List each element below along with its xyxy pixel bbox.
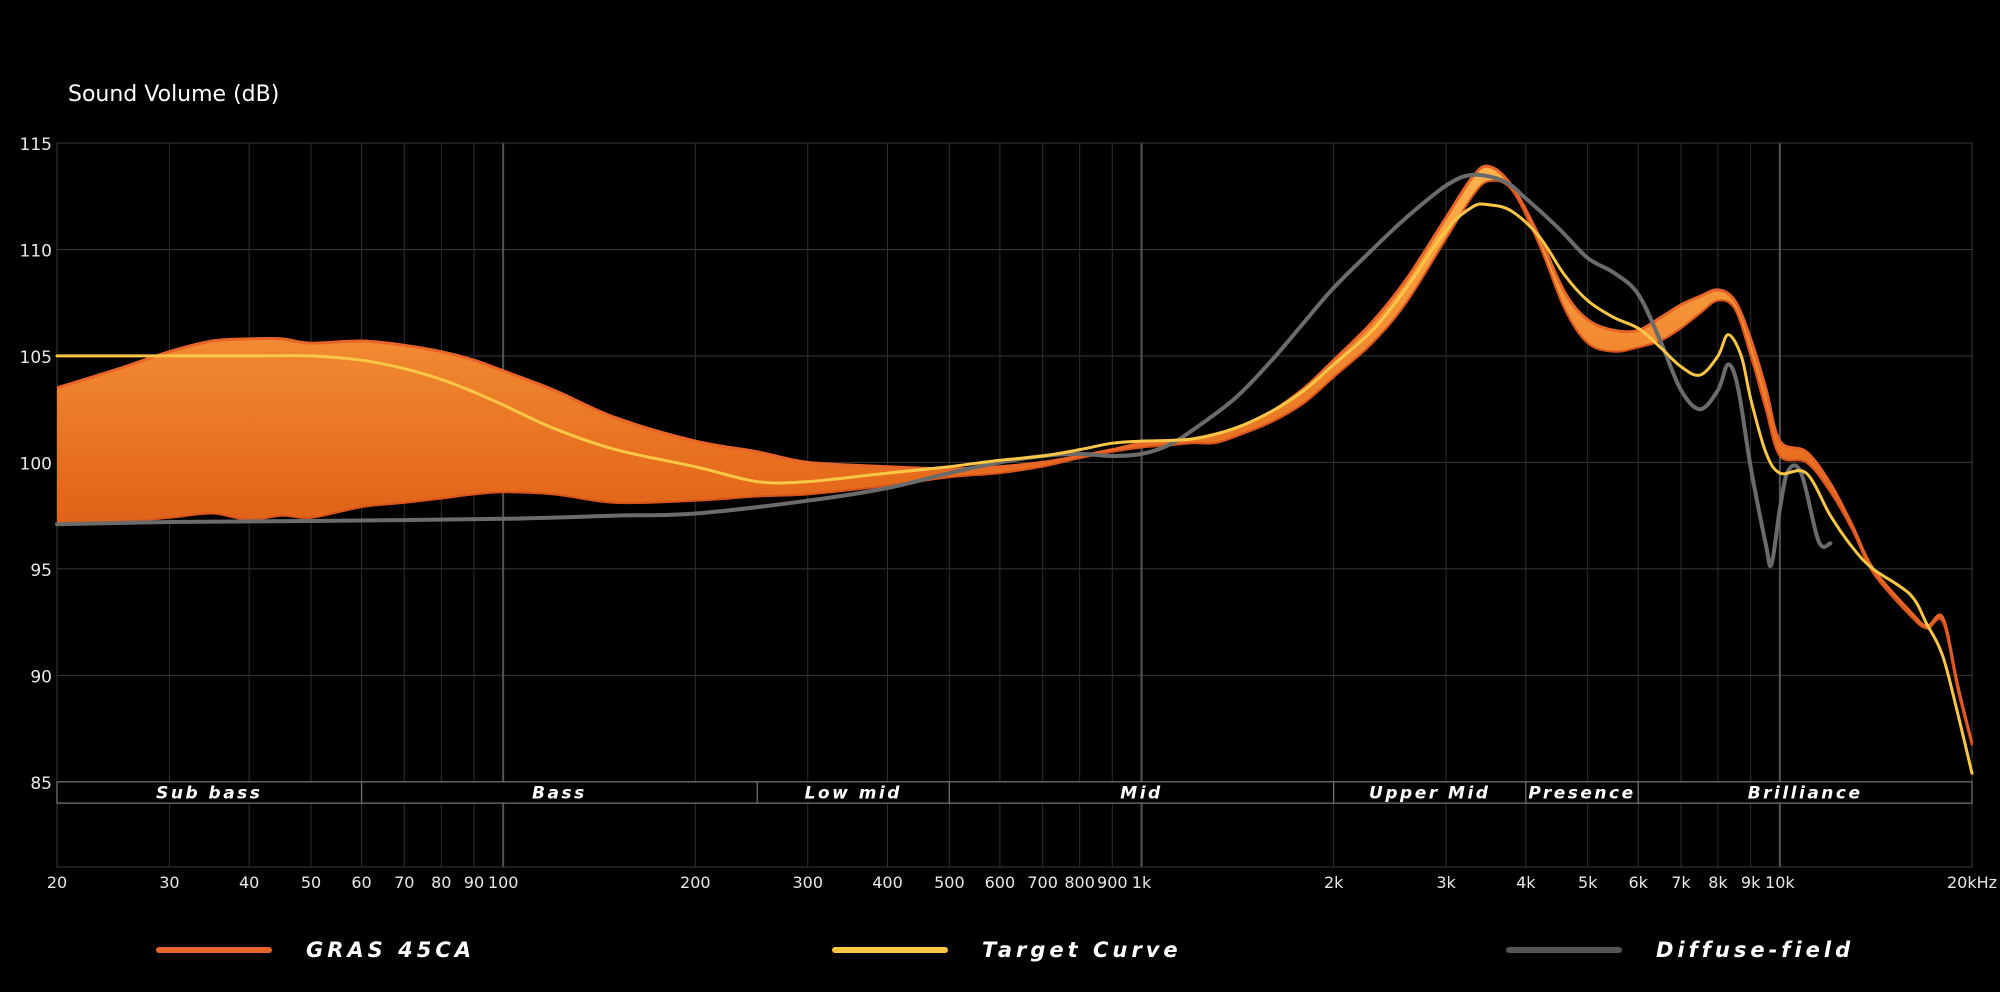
y-tick-labels: 85 90 95 100 105 110 115 <box>20 135 52 794</box>
x-tick-label: 900 <box>1097 873 1128 892</box>
band-label: Upper Mid <box>1369 783 1490 803</box>
y-tick-label: 100 <box>20 454 52 474</box>
series-gras-45ca-band <box>57 166 1972 746</box>
band-label: Brilliance <box>1748 783 1863 803</box>
x-tick-label: 90 <box>464 873 484 892</box>
legend-label-diffuse-field: Diffuse-field <box>1656 938 1855 962</box>
x-tick-label: 1k <box>1132 873 1152 892</box>
legend-swatch-diffuse-field <box>1506 947 1622 953</box>
x-tick-label: 40 <box>239 873 259 892</box>
x-tick-label: 80 <box>431 873 451 892</box>
legend-label-gras-45ca: GRAS 45CA <box>306 938 475 962</box>
x-tick-label: 9k <box>1741 873 1761 892</box>
band-label: Bass <box>532 783 587 803</box>
legend-swatch-target-curve <box>832 947 948 953</box>
x-tick-label: 200 <box>680 873 711 892</box>
legend-item-diffuse-field: Diffuse-field <box>1506 930 1854 970</box>
series-gras-45ca-lower-edge <box>56 179 1973 746</box>
x-tick-labels: 20 30 40 50 60 70 80 90 100 200 300 400 500 600 700 800… <box>47 873 1997 892</box>
x-tick-label: 300 <box>792 873 823 892</box>
x-tick-label: 10k <box>1765 873 1795 892</box>
x-tick-label: 3k <box>1436 873 1456 892</box>
grid-lines <box>56 142 1973 868</box>
legend-item-gras-45ca: GRAS 45CA <box>156 930 475 970</box>
x-tick-label: 400 <box>872 873 903 892</box>
legend-swatch-gras-45ca <box>156 947 272 953</box>
series-gras-45ca-upper-edge <box>56 164 1974 744</box>
x-tick-label: 5k <box>1578 873 1598 892</box>
legend-item-target-curve: Target Curve <box>832 930 1182 970</box>
series-diffuse-field-line <box>55 172 1833 568</box>
y-tick-label: 90 <box>30 667 52 687</box>
series-target-curve-line <box>55 202 1974 775</box>
x-tick-label: 4k <box>1516 873 1536 892</box>
x-tick-label: 500 <box>934 873 965 892</box>
legend-label-target-curve: Target Curve <box>982 938 1182 962</box>
x-tick-label: 70 <box>394 873 414 892</box>
y-tick-label: 95 <box>30 561 52 581</box>
x-tick-label: 2k <box>1324 873 1344 892</box>
x-tick-label: 8k <box>1708 873 1728 892</box>
series-layer <box>55 164 1974 775</box>
y-tick-label: 115 <box>20 135 52 155</box>
band-label: Presence <box>1528 783 1635 803</box>
y-axis-title: Sound Volume (dB) <box>68 82 279 107</box>
x-tick-label: 30 <box>159 873 179 892</box>
band-strip-frame <box>56 781 1973 804</box>
x-tick-label: 600 <box>985 873 1016 892</box>
x-tick-label: 20kHz <box>1947 873 1997 892</box>
x-tick-label: 60 <box>351 873 371 892</box>
band-label: Low mid <box>805 783 902 803</box>
x-tick-label: 700 <box>1027 873 1058 892</box>
x-tick-label: 100 <box>488 873 519 892</box>
frequency-band-strip: Sub bass Bass Low mid Mid Upper Mid Presence B… <box>56 781 1973 804</box>
x-tick-label: 7k <box>1671 873 1691 892</box>
band-label: Mid <box>1120 783 1162 803</box>
x-tick-label: 800 <box>1064 873 1095 892</box>
y-tick-label: 110 <box>20 241 52 261</box>
x-tick-label: 50 <box>301 873 321 892</box>
x-tick-label: 6k <box>1629 873 1649 892</box>
x-tick-label: 20 <box>47 873 67 892</box>
y-tick-label: 105 <box>20 348 52 368</box>
y-tick-label: 85 <box>30 774 52 794</box>
band-label: Sub bass <box>156 783 262 803</box>
